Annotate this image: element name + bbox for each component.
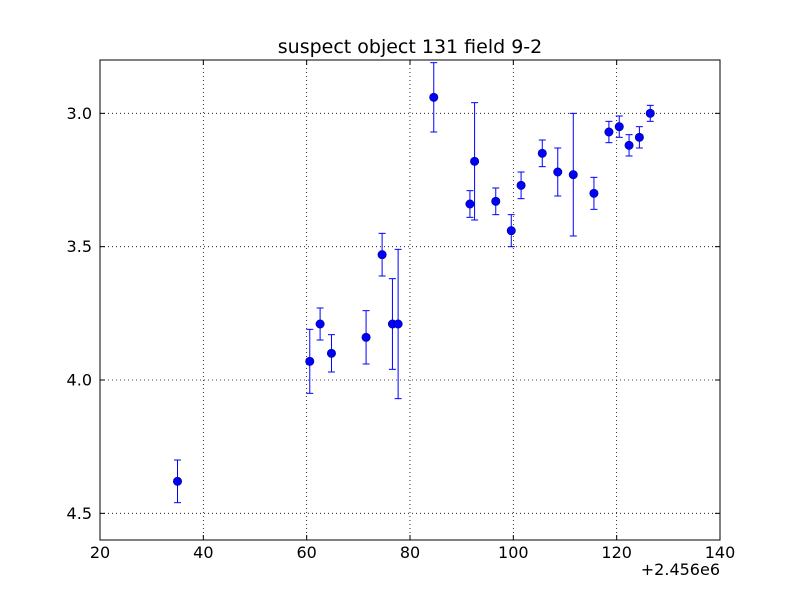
data-point <box>506 226 516 236</box>
chart-title: suspect object 131 field 9-2 <box>278 36 543 58</box>
data-point <box>470 156 480 166</box>
y-tick-label: 3.5 <box>67 237 92 256</box>
data-point <box>361 332 371 342</box>
data-point <box>604 127 614 137</box>
data-point <box>516 180 526 190</box>
x-tick-label: 100 <box>498 543 529 562</box>
x-axis-offset-label: +2.456e6 <box>641 560 720 579</box>
data-point <box>491 196 501 206</box>
x-tick-label: 120 <box>601 543 632 562</box>
data-points <box>173 92 655 486</box>
data-point <box>173 476 183 486</box>
data-point <box>645 108 655 118</box>
data-point <box>393 319 403 329</box>
data-point <box>315 319 325 329</box>
data-point <box>305 356 315 366</box>
data-point <box>429 92 439 102</box>
data-point <box>326 348 336 358</box>
data-point <box>537 148 547 158</box>
y-tick-label: 3.0 <box>67 104 92 123</box>
x-tick-label: 140 <box>705 543 736 562</box>
data-point <box>553 167 563 177</box>
data-point <box>465 199 475 209</box>
y-tick-label: 4.5 <box>67 504 92 523</box>
grid-lines <box>100 60 720 540</box>
data-point <box>589 188 599 198</box>
axis-ticks: 20 40 60 80 100 120 140 3.0 3.5 4.0 4.5 <box>67 60 736 562</box>
x-tick-label: 20 <box>90 543 110 562</box>
x-tick-label: 60 <box>296 543 316 562</box>
data-point <box>614 122 624 132</box>
x-tick-label: 80 <box>400 543 420 562</box>
data-point <box>634 132 644 142</box>
data-point <box>377 250 387 260</box>
x-tick-label: 40 <box>193 543 213 562</box>
data-point <box>624 140 634 150</box>
y-tick-label: 4.0 <box>67 371 92 390</box>
data-point <box>568 170 578 180</box>
